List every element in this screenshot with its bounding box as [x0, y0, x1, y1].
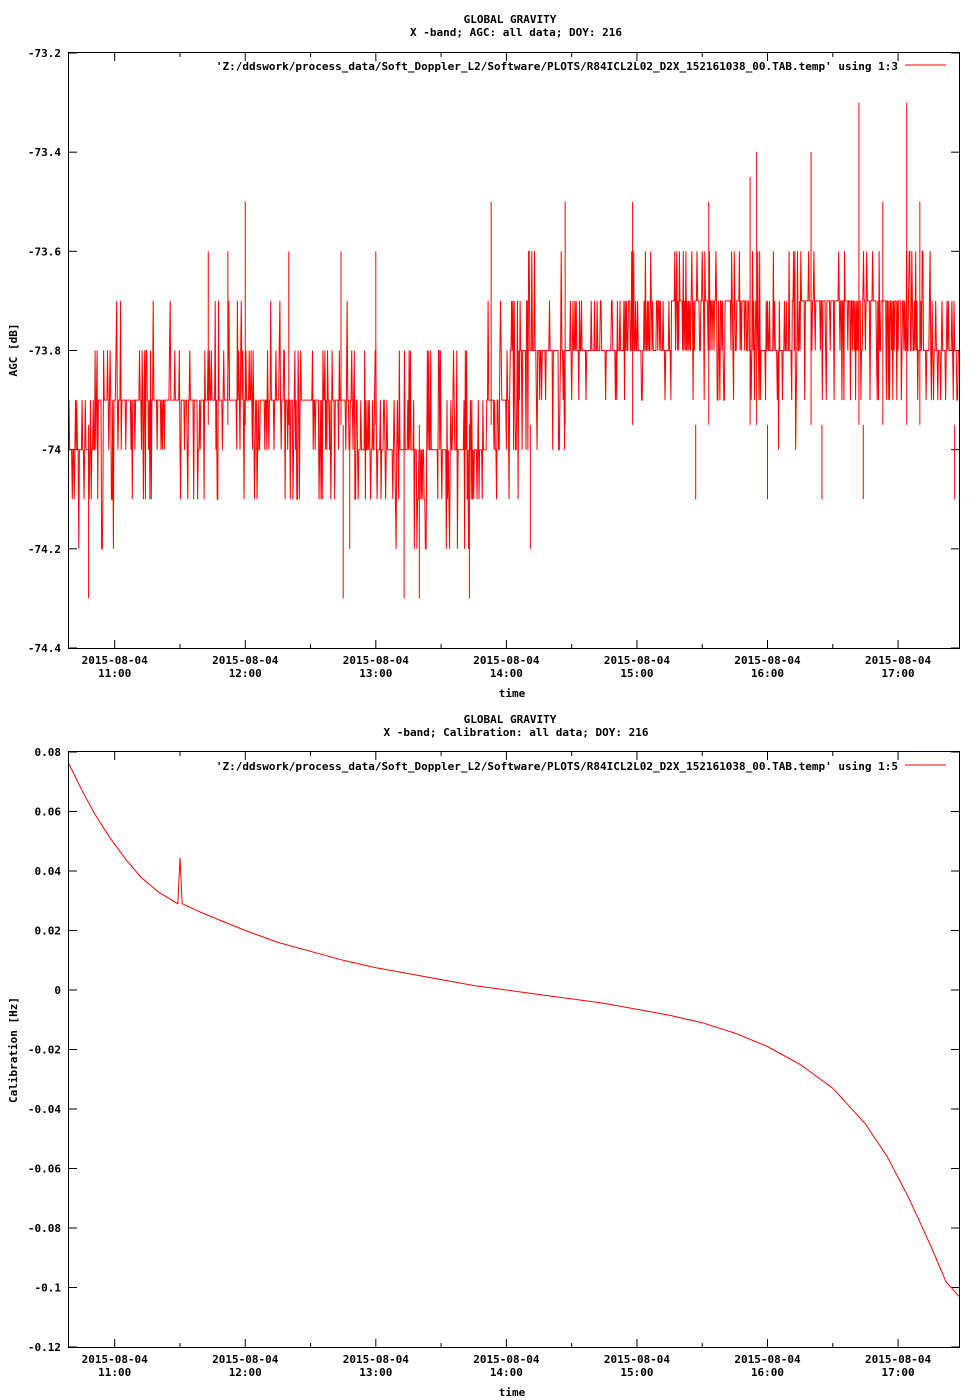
- y-tick-label: 0.08: [35, 746, 62, 759]
- plot-area: [68, 763, 960, 1297]
- y-tick-label: -0.02: [28, 1044, 61, 1057]
- y-axis-label: Calibration [Hz]: [7, 997, 20, 1103]
- x-tick-date-label: 2015-08-04: [212, 1353, 279, 1366]
- x-tick-time-label: 14:00: [490, 667, 523, 680]
- x-tick-date-label: 2015-08-04: [82, 1353, 149, 1366]
- x-tick-date-label: 2015-08-04: [82, 654, 149, 667]
- chart-subtitle: X -band; AGC: all data; DOY: 216: [410, 26, 622, 39]
- chart-title: GLOBAL GRAVITY: [464, 713, 557, 726]
- y-tick-label: -73.6: [28, 245, 61, 258]
- x-tick-time-label: 11:00: [98, 667, 131, 680]
- plot-frame: [68, 52, 960, 649]
- y-tick-label: -74: [41, 444, 61, 457]
- x-tick-time-label: 13:00: [359, 667, 392, 680]
- x-tick-time-label: 12:00: [229, 1366, 262, 1379]
- x-tick-date-label: 2015-08-04: [212, 654, 279, 667]
- x-tick-date-label: 2015-08-04: [473, 1353, 540, 1366]
- series-line: [68, 763, 960, 1297]
- x-axis-label: time: [499, 1386, 526, 1399]
- y-tick-label: 0.04: [35, 865, 62, 878]
- x-tick-date-label: 2015-08-04: [343, 1353, 410, 1366]
- x-tick-time-label: 13:00: [359, 1366, 392, 1379]
- y-tick-label: -73.4: [28, 146, 61, 159]
- y-tick-label: -73.8: [28, 345, 61, 358]
- y-tick-label: -74.4: [28, 642, 61, 655]
- y-tick-label: -0.06: [28, 1163, 61, 1176]
- legend-label: 'Z:/ddswork/process_data/Soft_Doppler_L2…: [216, 60, 898, 73]
- x-tick-date-label: 2015-08-04: [604, 654, 671, 667]
- x-tick-time-label: 16:00: [751, 667, 784, 680]
- series-line: [68, 250, 959, 550]
- y-tick-label: -0.1: [35, 1282, 62, 1295]
- calibration-chart: GLOBAL GRAVITY X -band; Calibration: all…: [7, 713, 960, 1399]
- x-tick-time-label: 12:00: [229, 667, 262, 680]
- x-tick-time-label: 17:00: [882, 1366, 915, 1379]
- x-tick-date-label: 2015-08-04: [343, 654, 410, 667]
- y-tick-label: 0: [54, 984, 61, 997]
- axis-ticks: 0.08 0.06 0.04 0.02 0 -0.02 -0.04 -0.06 -0.08 -0.…: [28, 746, 959, 1379]
- y-tick-label: 0.02: [35, 925, 62, 938]
- legend-label: 'Z:/ddswork/process_data/Soft_Doppler_L2…: [216, 760, 898, 773]
- x-tick-time-label: 14:00: [490, 1366, 523, 1379]
- y-tick-label: -73.2: [28, 47, 61, 60]
- y-tick-label: -74.2: [28, 543, 61, 556]
- x-tick-time-label: 15:00: [620, 1366, 653, 1379]
- x-tick-date-label: 2015-08-04: [865, 654, 932, 667]
- chart-title: GLOBAL GRAVITY: [464, 13, 557, 26]
- x-tick-date-label: 2015-08-04: [734, 1353, 801, 1366]
- y-tick-label: -0.12: [28, 1341, 61, 1354]
- x-tick-date-label: 2015-08-04: [865, 1353, 932, 1366]
- chart-subtitle: X -band; Calibration: all data; DOY: 216: [384, 726, 649, 739]
- axis-ticks: -73.2 -73.4 -73.6 -73.8 -74 -74.2 -74.4 2015-08…: [28, 47, 959, 680]
- y-axis-label: AGC [dB]: [7, 324, 20, 377]
- x-tick-time-label: 15:00: [620, 667, 653, 680]
- x-tick-time-label: 17:00: [882, 667, 915, 680]
- x-tick-time-label: 16:00: [751, 1366, 784, 1379]
- x-tick-date-label: 2015-08-04: [734, 654, 801, 667]
- x-tick-date-label: 2015-08-04: [473, 654, 540, 667]
- y-tick-label: -0.04: [28, 1103, 61, 1116]
- x-tick-date-label: 2015-08-04: [604, 1353, 671, 1366]
- agc-chart: GLOBAL GRAVITY X -band; AGC: all data; D…: [7, 13, 960, 700]
- y-tick-label: -0.08: [28, 1222, 61, 1235]
- plot-area: [68, 102, 959, 599]
- plot-frame: [68, 751, 960, 1348]
- x-tick-time-label: 11:00: [98, 1366, 131, 1379]
- y-tick-label: 0.06: [35, 806, 62, 819]
- x-axis-label: time: [499, 687, 526, 700]
